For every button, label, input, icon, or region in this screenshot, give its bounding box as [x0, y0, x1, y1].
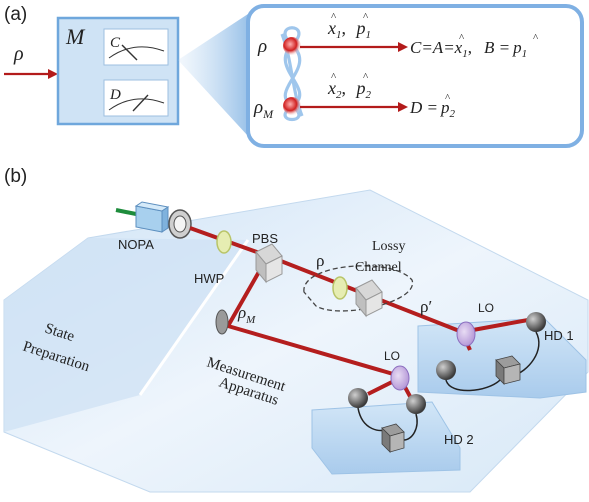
section-divider	[138, 239, 250, 396]
pbs-label: PBS	[252, 231, 278, 246]
lossy-waveplate	[332, 276, 348, 300]
hwp	[216, 230, 232, 254]
meter-d-label: D	[109, 87, 121, 103]
input-rho-label: ρ	[13, 43, 24, 65]
quad-bottom-p-hat: ^	[363, 71, 369, 83]
nopa-label: NOPA	[118, 237, 154, 252]
quad-top-x-hat: ^	[331, 11, 337, 23]
panel-a: (a) ρ M C D ρ ρM	[4, 4, 584, 148]
quad-bottom-label: x2, p2	[327, 78, 372, 101]
hd2-detector-a	[406, 394, 426, 414]
quad-top-label: x1, p1	[327, 18, 371, 41]
beam-top-arrowhead	[398, 42, 408, 52]
lossy-label-line2: Channel	[355, 260, 402, 275]
hd1-cable-a	[445, 379, 501, 392]
hd1-beamsplitter	[456, 321, 476, 347]
callout-box	[246, 4, 584, 148]
hd2-cable-b	[403, 413, 418, 441]
mode-dot-top	[283, 37, 301, 55]
result-top-p-hat: ^	[533, 32, 539, 44]
lossy-label-line1: Lossy	[372, 239, 405, 254]
meter-c-scale	[108, 46, 165, 59]
rho-label: ρ	[316, 251, 324, 270]
hd2-detector-b	[348, 388, 368, 408]
meter-d-scale	[108, 98, 165, 111]
lossy-channel-outline	[303, 265, 413, 312]
hd1-detector-b	[436, 360, 456, 380]
lo-label-hd2: LO	[384, 349, 400, 363]
beam-bottom-arrowhead	[398, 102, 408, 112]
input-arrowhead	[48, 69, 58, 79]
rho-prime-label: ρ′	[420, 297, 432, 316]
callout-wedge	[178, 14, 248, 136]
quad-bottom-x-hat: ^	[331, 71, 337, 83]
hwp-label: HWP	[194, 271, 224, 286]
panel-b: (b) NOPA HWP	[3, 166, 589, 493]
meter-d	[103, 79, 169, 117]
beam-to-hd2	[227, 324, 401, 378]
measurement-box-label: M	[65, 24, 86, 49]
meter-c-label: C	[110, 35, 121, 51]
pump-fiber	[115, 208, 137, 216]
meter-c-needle	[121, 44, 138, 61]
state-rho-m-label: ρM	[253, 97, 274, 121]
result-bottom: D = p2	[409, 98, 456, 120]
lo-label-hd1: LO	[478, 301, 494, 315]
rho-m-label: ρM	[237, 303, 256, 326]
mode-dot-bottom	[283, 97, 301, 115]
hd2-label: HD 2	[444, 432, 474, 447]
panel-a-label: (a)	[4, 4, 27, 25]
result-top: C=A=x1, B = p1	[410, 38, 527, 60]
mirror-rho-m	[215, 309, 229, 335]
quad-top-p-hat: ^	[363, 11, 369, 23]
panel-b-label: (b)	[4, 166, 27, 187]
state-prep-region	[4, 238, 248, 432]
meter-d-needle	[132, 94, 149, 112]
result-top-x-hat: ^	[459, 32, 465, 44]
hd1-label: HD 1	[544, 328, 574, 343]
state-rho-label: ρ	[257, 36, 267, 57]
hd2-beamsplitter	[390, 365, 410, 391]
hd1-detector-a	[526, 312, 546, 332]
result-bottom-p-hat: ^	[445, 92, 451, 104]
